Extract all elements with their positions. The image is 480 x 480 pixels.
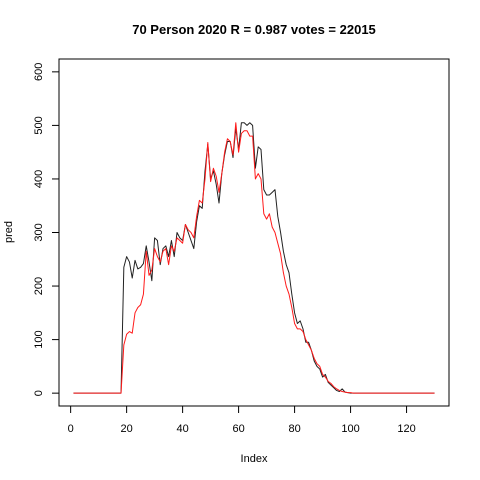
x-tick-label: 60 [232,423,244,435]
x-axis-label: Index [241,453,268,465]
x-tick-label: 40 [176,423,188,435]
y-axis: 0 100 200 300 400 500 600 [33,63,60,396]
y-tick-label: 200 [33,277,45,295]
x-axis: 0 20 40 60 80 100 120 [68,405,416,435]
plot-frame [58,58,450,407]
x-tick-label: 0 [68,423,74,435]
x-tick-label: 20 [121,423,133,435]
chart-title: 70 Person 2020 R = 0.987 votes = 22015 [132,22,376,37]
x-tick-label: 120 [397,423,415,435]
series-layer [73,122,435,394]
y-tick-label: 600 [33,63,45,81]
y-tick-label: 300 [33,223,45,241]
x-tick-label: 100 [341,423,359,435]
y-tick-label: 0 [33,390,45,396]
pred-series-line [73,122,435,394]
y-tick-label: 500 [33,116,45,134]
y-tick-label: 400 [33,170,45,188]
y-tick-label: 100 [33,330,45,348]
y-axis-label: pred [3,221,15,243]
x-tick-label: 80 [288,423,300,435]
